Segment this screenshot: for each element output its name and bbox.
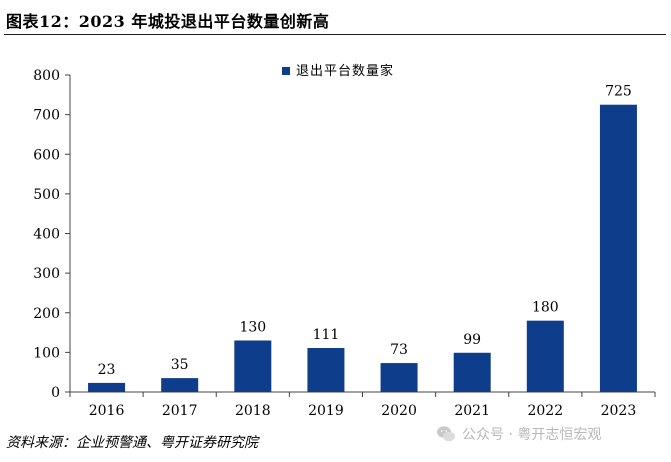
data-label: 111 — [313, 327, 340, 343]
x-tick-label: 2016 — [89, 403, 125, 419]
watermark-text: 公众号 · 粤开志恒宏观 — [462, 427, 602, 443]
x-tick-label: 2019 — [308, 403, 344, 419]
bar — [307, 348, 345, 392]
bar — [453, 352, 491, 392]
x-tick-label: 2023 — [601, 403, 637, 419]
y-tick-label: 0 — [51, 385, 60, 401]
legend-swatch — [282, 67, 290, 75]
watermark: 公众号 · 粤开志恒宏观 — [436, 424, 601, 444]
data-label: 725 — [605, 84, 632, 100]
bar — [234, 340, 272, 392]
data-label: 35 — [171, 357, 189, 373]
y-tick-label: 300 — [33, 266, 60, 282]
data-label: 23 — [98, 362, 116, 378]
x-tick-label: 2020 — [381, 403, 417, 419]
x-tick-label: 2017 — [162, 403, 198, 419]
legend-label: 退出平台数量家 — [296, 63, 394, 79]
source-note: 资料来源：企业预警通、粤开证券研究院 — [6, 435, 258, 451]
y-tick-label: 500 — [33, 187, 60, 203]
bar — [380, 363, 418, 392]
y-tick-label: 800 — [33, 68, 60, 84]
bar — [526, 320, 564, 392]
data-label: 130 — [239, 319, 266, 335]
bar — [88, 382, 126, 392]
y-tick-label: 700 — [33, 108, 60, 124]
wechat-icon — [437, 426, 455, 442]
figure-title: 图表12：2023 年城投退出平台数量创新高 — [6, 12, 330, 31]
bar — [599, 104, 637, 392]
y-tick-label: 100 — [33, 345, 60, 361]
title-divider — [4, 34, 666, 35]
data-label: 180 — [532, 300, 559, 316]
x-tick-label: 2021 — [454, 403, 490, 419]
y-tick-label: 400 — [33, 227, 60, 243]
x-tick-label: 2022 — [527, 403, 563, 419]
y-tick-label: 600 — [33, 147, 60, 163]
bar — [161, 378, 199, 392]
x-tick-label: 2018 — [235, 403, 271, 419]
data-label: 73 — [390, 342, 408, 358]
y-tick-label: 200 — [33, 306, 60, 322]
data-label: 99 — [463, 332, 481, 348]
